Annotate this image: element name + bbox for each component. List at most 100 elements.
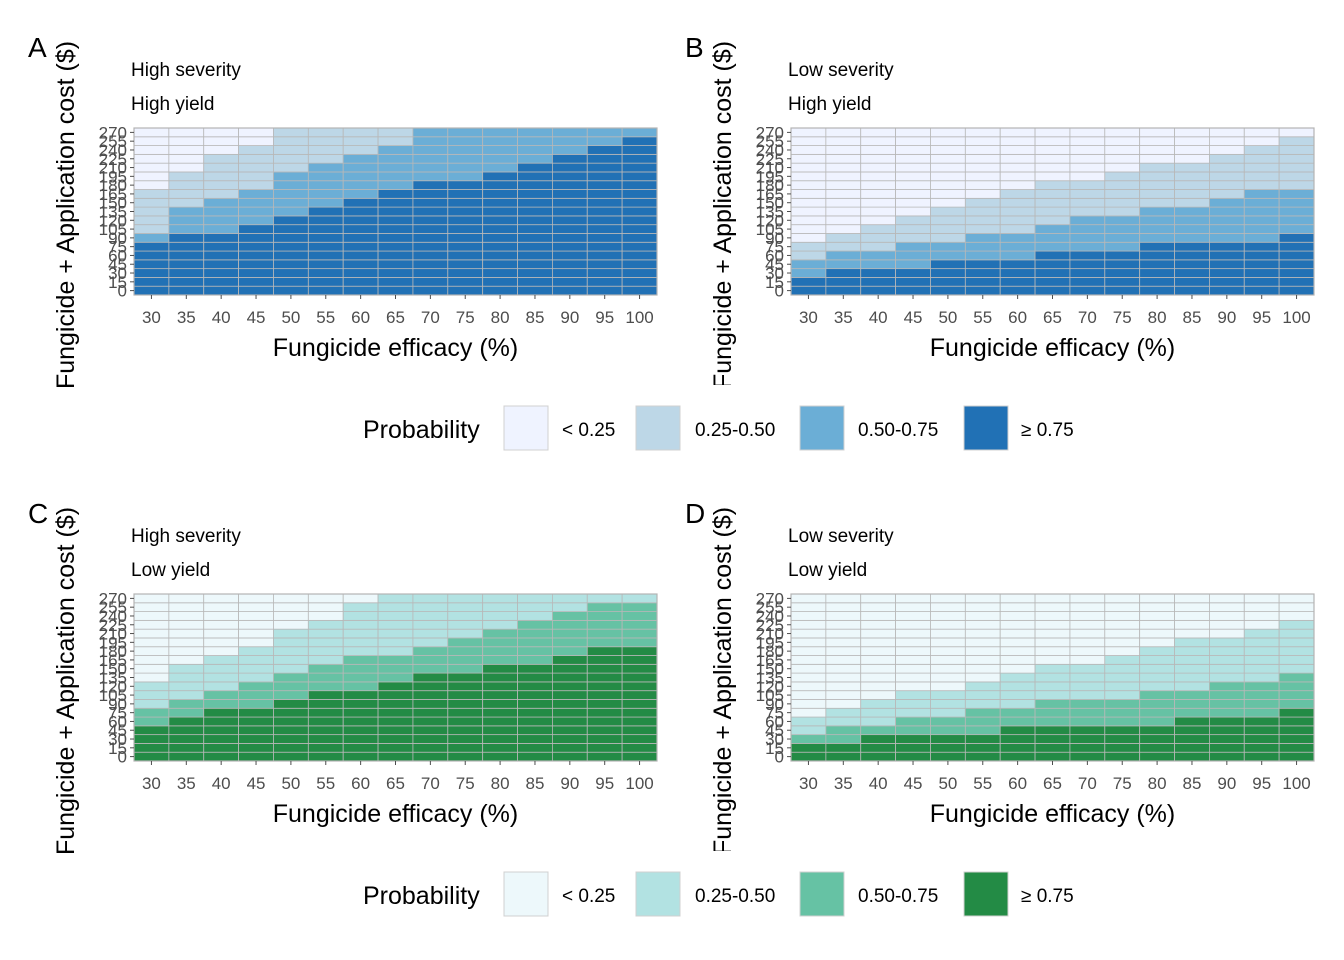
heatmap-cell xyxy=(552,611,588,621)
heatmap-cell xyxy=(1209,646,1245,656)
heatmap-cell xyxy=(860,690,897,700)
heatmap-cell xyxy=(1278,725,1315,736)
heatmap-cell xyxy=(203,751,240,762)
heatmap-cell xyxy=(1209,127,1245,138)
y-tick-label: 135 xyxy=(99,669,127,688)
panel-a: 30 35 40 45 50 55 60 65 70 75 80 85 90 95 100015304560… xyxy=(28,32,658,389)
heatmap-cell xyxy=(238,734,274,744)
heatmap-cell xyxy=(307,171,344,182)
heatmap-cell xyxy=(964,250,1001,261)
heatmap-cell xyxy=(825,285,862,296)
heatmap-cell xyxy=(1139,136,1175,146)
heatmap-cell xyxy=(1139,663,1175,674)
heatmap-cell xyxy=(1243,637,1280,648)
heatmap-cell xyxy=(1069,241,1106,252)
heatmap-cell xyxy=(482,268,518,278)
heatmap-cell xyxy=(482,619,518,630)
heatmap-cell xyxy=(552,153,588,164)
x-tick-label: 90 xyxy=(1217,774,1236,793)
heatmap-cell xyxy=(1243,180,1280,190)
heatmap-cell xyxy=(1174,725,1210,736)
heatmap-cell xyxy=(1278,224,1315,234)
heatmap-cell xyxy=(860,224,897,234)
heatmap-cell xyxy=(860,171,897,182)
heatmap-cell xyxy=(203,162,240,173)
heatmap-cell xyxy=(203,593,240,604)
heatmap-cell xyxy=(1243,611,1280,621)
heatmap-cell xyxy=(517,259,553,270)
heatmap-cell xyxy=(895,285,931,296)
heatmap-cell xyxy=(238,145,274,155)
heatmap-cell xyxy=(482,593,518,604)
heatmap-cell xyxy=(1139,593,1175,604)
heatmap-cell xyxy=(825,611,862,621)
heatmap-cell xyxy=(203,602,240,612)
heatmap-cell xyxy=(999,233,1036,243)
heatmap-cell xyxy=(930,162,966,173)
y-tick-label: 0 xyxy=(118,282,127,301)
heatmap-cell xyxy=(860,672,897,683)
x-tick-label: 70 xyxy=(1078,774,1097,793)
heatmap-cell xyxy=(1174,663,1210,674)
heatmap-cell xyxy=(1069,259,1106,270)
ylabel-group: Fungicide + Application cost ($) xyxy=(709,41,737,385)
y-tick-label: 45 xyxy=(765,721,784,740)
heatmap-cell xyxy=(273,602,309,612)
heatmap-cell xyxy=(1034,250,1071,261)
heatmap-cell xyxy=(1174,751,1210,762)
heatmap-cell xyxy=(586,259,623,270)
heatmap-cell xyxy=(1243,197,1280,208)
heatmap-cell xyxy=(377,716,414,727)
heatmap-cell xyxy=(517,734,553,744)
heatmap-cell xyxy=(1069,743,1106,753)
heatmap-cell xyxy=(1104,663,1141,674)
heatmap-cell xyxy=(552,637,588,648)
heatmap-cell xyxy=(203,707,240,718)
heatmap-cell xyxy=(930,224,966,234)
heatmap-cell xyxy=(586,734,623,744)
heatmap-cell xyxy=(307,180,344,190)
panel-letter: A xyxy=(28,32,47,63)
heatmap-cell xyxy=(1104,743,1141,753)
heatmap-cell xyxy=(790,250,827,261)
heatmap-cell xyxy=(447,593,484,604)
heatmap-cell xyxy=(964,171,1001,182)
heatmap-cell xyxy=(447,743,484,753)
heatmap-cell xyxy=(342,611,379,621)
heatmap-cell xyxy=(517,743,553,753)
heatmap-cell xyxy=(930,655,966,665)
heatmap-cell xyxy=(447,277,484,287)
heatmap-cell xyxy=(482,259,518,270)
heatmap-cell xyxy=(203,215,240,226)
x-tick-label: 75 xyxy=(456,774,475,793)
heatmap-cell xyxy=(1278,690,1315,700)
heatmap-cell xyxy=(273,285,309,296)
heatmap-cell xyxy=(1243,655,1280,665)
y-tick-label: 0 xyxy=(775,748,784,767)
heatmap-cell xyxy=(342,637,379,648)
heatmap-cell xyxy=(825,145,862,155)
heatmap-cell xyxy=(342,277,379,287)
y-tick-label: 180 xyxy=(99,176,127,195)
heatmap-cell xyxy=(790,233,827,243)
heatmap-cell xyxy=(1104,593,1141,604)
heatmap-cell xyxy=(517,189,553,199)
heatmap-cell xyxy=(412,602,449,612)
x-tick-label: 40 xyxy=(869,774,888,793)
heatmap-cell xyxy=(930,637,966,648)
heatmap-cell xyxy=(168,619,205,630)
heatmap-cell xyxy=(168,215,205,226)
x-tick-label: 80 xyxy=(1148,774,1167,793)
heatmap-cell xyxy=(825,127,862,138)
x-tick-label: 85 xyxy=(1183,308,1202,327)
heatmap-cell xyxy=(342,716,379,727)
heatmap-cell xyxy=(552,250,588,261)
heatmap-cell xyxy=(203,681,240,692)
heatmap-cell xyxy=(412,655,449,665)
heatmap-cell xyxy=(999,206,1036,217)
heatmap-cell xyxy=(930,136,966,146)
heatmap-cell xyxy=(307,153,344,164)
heatmap-cell xyxy=(1209,171,1245,182)
heatmap-cell xyxy=(273,171,309,182)
heatmap-cell xyxy=(238,646,274,656)
